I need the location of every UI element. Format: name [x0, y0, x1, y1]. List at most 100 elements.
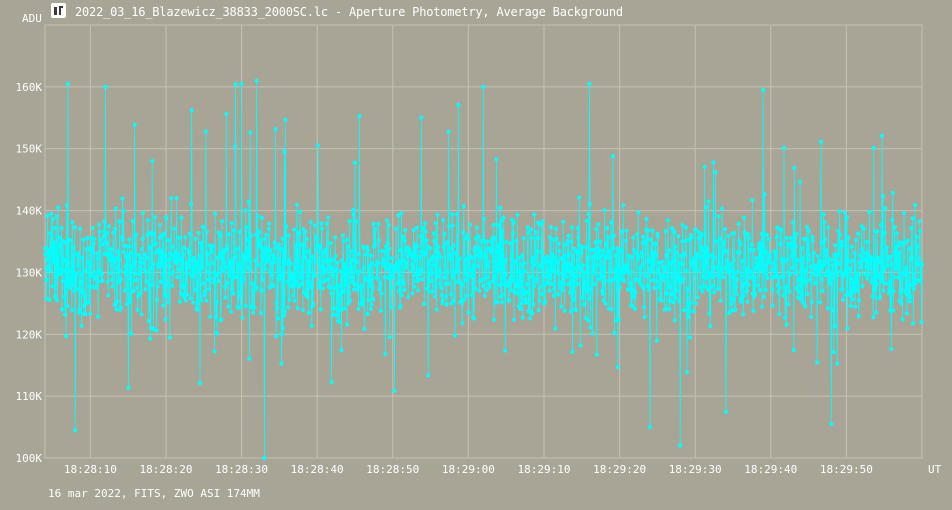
data-point — [604, 242, 609, 247]
data-point — [600, 291, 605, 297]
data-point — [329, 291, 334, 296]
data-point — [85, 235, 90, 240]
data-point — [418, 249, 423, 254]
data-point — [430, 289, 435, 294]
data-point — [905, 238, 910, 243]
data-point — [731, 297, 736, 302]
data-point — [164, 216, 169, 221]
data-point — [693, 227, 698, 232]
data-point — [663, 265, 668, 270]
data-point — [138, 291, 143, 296]
data-point — [690, 263, 696, 268]
data-point — [147, 283, 152, 288]
data-point — [907, 246, 912, 251]
data-point — [858, 253, 863, 258]
data-point — [317, 245, 322, 250]
data-point — [263, 266, 268, 271]
data-point — [137, 267, 142, 272]
data-point — [60, 307, 65, 312]
data-point — [912, 271, 917, 276]
data-point — [803, 280, 809, 285]
data-point — [702, 164, 707, 170]
data-point — [771, 266, 776, 271]
data-point — [287, 297, 292, 302]
data-point — [831, 350, 836, 355]
data-point — [378, 308, 383, 313]
data-point — [750, 197, 755, 202]
data-point — [251, 310, 256, 315]
data-point — [424, 251, 429, 256]
data-point — [274, 306, 280, 311]
data-point — [149, 266, 154, 271]
data-point — [248, 267, 253, 273]
data-point — [106, 293, 111, 298]
data-point — [845, 326, 850, 331]
data-point — [722, 249, 727, 254]
chart-window-icon[interactable] — [51, 3, 66, 18]
data-point — [684, 225, 689, 230]
data-point — [404, 260, 409, 265]
data-point — [823, 253, 829, 258]
data-point — [150, 159, 155, 164]
data-point — [247, 356, 252, 361]
data-point — [70, 282, 75, 288]
data-point — [868, 265, 873, 270]
data-point — [371, 221, 376, 227]
data-point — [341, 239, 346, 244]
x-axis-ticks: 18:28:10 18:28:20 18:28:30 18:28:40 18:28:50… — [64, 463, 873, 476]
data-point — [256, 229, 262, 234]
data-point — [785, 242, 791, 247]
data-point — [143, 270, 148, 275]
data-point — [898, 288, 904, 293]
data-point — [453, 251, 458, 256]
data-point — [132, 122, 137, 127]
data-point — [119, 269, 124, 274]
data-point — [761, 268, 766, 273]
data-point — [572, 274, 578, 279]
data-point — [415, 288, 420, 293]
data-point — [666, 285, 671, 290]
data-point — [832, 324, 837, 329]
data-point — [399, 293, 404, 298]
data-point — [624, 228, 629, 233]
data-point — [362, 326, 367, 332]
data-point — [191, 300, 196, 305]
data-point — [258, 238, 263, 243]
data-point — [461, 230, 466, 235]
data-point — [292, 227, 297, 232]
data-point — [848, 303, 853, 309]
data-point — [686, 309, 692, 314]
data-point — [296, 259, 301, 264]
data-point — [109, 246, 114, 252]
data-point — [81, 237, 86, 242]
data-point — [764, 271, 769, 276]
data-point — [880, 194, 886, 199]
data-point — [253, 258, 258, 263]
data-point — [64, 261, 69, 266]
data-point — [745, 232, 751, 237]
data-point — [778, 242, 783, 247]
data-point — [693, 301, 698, 306]
data-point — [382, 249, 387, 254]
data-point — [787, 289, 792, 294]
data-point — [74, 271, 79, 276]
data-point — [514, 238, 519, 243]
data-point — [889, 262, 894, 267]
data-point — [553, 226, 559, 231]
data-point — [550, 268, 556, 273]
y-tick-label: 140K — [16, 205, 43, 218]
data-point — [302, 255, 307, 260]
data-point — [187, 231, 192, 236]
data-point — [519, 270, 524, 275]
data-point — [136, 294, 141, 299]
data-point — [157, 222, 163, 228]
data-point — [549, 282, 554, 287]
data-point — [786, 302, 791, 307]
data-point — [799, 245, 804, 251]
data-point — [518, 306, 523, 312]
data-point — [332, 285, 337, 290]
data-point — [152, 231, 157, 236]
data-point — [911, 321, 916, 326]
data-point — [891, 308, 896, 313]
data-point — [409, 268, 414, 273]
